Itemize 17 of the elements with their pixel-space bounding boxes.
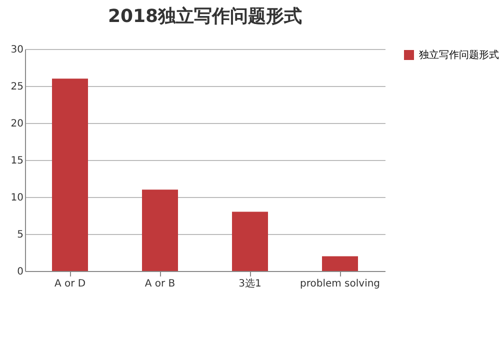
chart-title: 2018独立写作问题形式 [108,6,302,27]
y-tick-label: 15 [10,156,24,166]
y-tick-label: 10 [10,192,24,204]
y-tick-label: 0 [17,266,24,278]
bar [232,212,268,271]
legend-label: 独立写作问题形式 [419,49,499,61]
y-tick-label: 5 [17,230,24,240]
bar [142,190,178,271]
x-tick-label: A or B [144,278,176,290]
bar [52,78,88,271]
x-tick-label: problem solving [300,278,380,290]
y-tick-label: 25 [10,82,24,92]
x-tick-label: 3选1 [238,278,262,290]
x-tick-label: A or D [54,278,86,290]
y-tick-label: 30 [10,44,24,56]
y-tick-label: 20 [10,118,24,130]
bar [322,256,358,271]
